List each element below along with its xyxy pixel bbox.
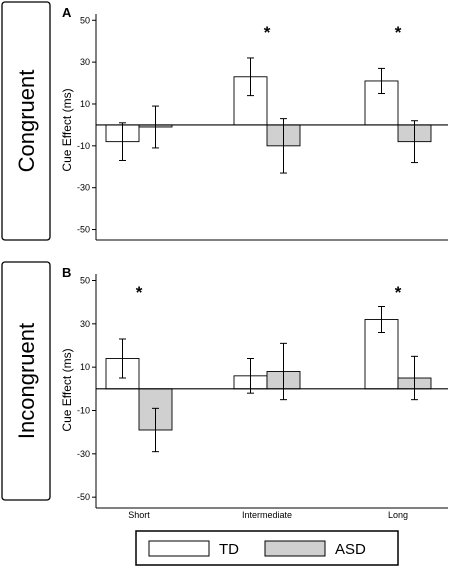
significance-marker-b-long: *: [395, 283, 402, 302]
error-bar-b-intermediate-asd: [280, 342, 287, 401]
legend-label-asd: ASD: [335, 541, 366, 558]
error-bar-b-short-asd: [152, 407, 159, 453]
y-tick-label-b: -50: [77, 492, 90, 502]
x-category-labels: Short Intermediate Long: [128, 510, 408, 520]
error-bar-a-short-asd: [152, 105, 159, 149]
y-tick-label-a: -10: [77, 141, 90, 151]
error-bar-b-long-td: [378, 306, 385, 333]
legend-swatch-td: [148, 540, 210, 557]
legend-label-td: TD: [219, 541, 239, 558]
y-tick-label-b: -10: [77, 406, 90, 416]
y-tick-label-a: 30: [80, 57, 90, 67]
side-label-incongruent: Incongruent: [14, 323, 39, 439]
side-label-incongruent-box: Incongruent: [1, 261, 51, 501]
side-label-congruent-box: Congruent: [1, 1, 51, 241]
y-axis-label-a: Cue Effect (ms): [60, 88, 74, 171]
y-tick-label-a: -50: [77, 225, 90, 235]
x-tick-label-long: Long: [388, 510, 408, 520]
y-tick-label-a: 50: [80, 15, 90, 25]
error-bar-a-long-asd: [411, 120, 418, 164]
y-tick-label-b: 50: [80, 276, 90, 286]
significance-marker-a-long: *: [395, 23, 402, 42]
plot-area-b: 50 30 10 -10 -30 -50 * *: [77, 274, 448, 509]
y-axis-label-b: Cue Effect (ms): [60, 348, 74, 431]
plot-area-a: 50 30 10 -10 -30 -50 * *: [77, 14, 448, 241]
y-tick-label-b: 30: [80, 319, 90, 329]
error-bar-a-short-td: [119, 122, 126, 161]
x-tick-label-short: Short: [128, 510, 150, 520]
significance-marker-b-short: *: [136, 283, 143, 302]
error-bar-b-intermediate-td: [247, 358, 254, 394]
y-tick-label-a: 10: [80, 99, 90, 109]
error-bar-a-intermediate-asd: [280, 118, 287, 174]
error-bar-a-intermediate-td: [247, 57, 254, 97]
y-tick-label-b: 10: [80, 362, 90, 372]
error-bar-b-long-asd: [411, 355, 418, 401]
panel-letter-a: A: [62, 5, 72, 20]
y-tick-label-a: -30: [77, 183, 90, 193]
panel-a-congruent: A Cue Effect (ms) 50 30 10 -10 -30 -50 * *: [60, 5, 448, 241]
error-bar-a-long-td: [378, 67, 385, 95]
panel-b-incongruent: B Cue Effect (ms) 50 30 10 -10 -30 -50 * *: [60, 265, 448, 509]
error-bar-b-short-td: [119, 338, 126, 379]
legend-swatch-asd: [264, 540, 326, 557]
y-tick-label-b: -30: [77, 449, 90, 459]
x-tick-label-intermediate: Intermediate: [242, 510, 292, 520]
legend: TD ASD: [135, 530, 399, 566]
significance-marker-a-intermediate: *: [264, 23, 271, 42]
side-label-congruent: Congruent: [14, 70, 39, 173]
panel-letter-b: B: [62, 265, 71, 280]
